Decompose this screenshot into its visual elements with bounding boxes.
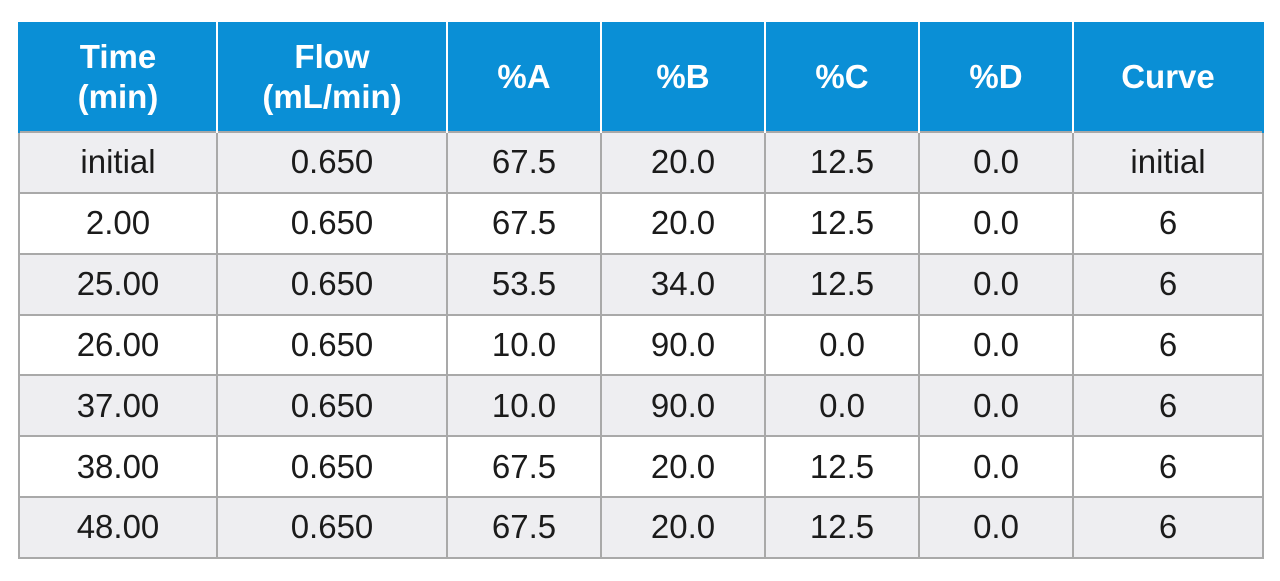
cell-percent-b: 20.0 — [600, 435, 766, 499]
table-header: Time (min) Flow (mL/min) %A %B %C %D — [18, 22, 1264, 132]
cell-percent-c: 12.5 — [764, 191, 920, 255]
cell-percent-a: 67.5 — [446, 435, 602, 499]
header-flow-line2: (mL/min) — [262, 77, 402, 115]
cell-percent-d: 0.0 — [918, 191, 1074, 255]
cell-percent-d: 0.0 — [918, 131, 1074, 194]
table-row: 37.00 0.650 10.0 90.0 0.0 0.0 6 — [18, 374, 1264, 438]
header-percent-b: %B — [600, 22, 766, 132]
header-percent-d-label: %D — [969, 57, 1023, 95]
header-flow: Flow (mL/min) — [216, 22, 448, 132]
table-body: initial 0.650 67.5 20.0 12.5 0.0 initial… — [18, 131, 1264, 559]
header-percent-c: %C — [764, 22, 920, 132]
cell-percent-d: 0.0 — [918, 252, 1074, 316]
table-row: 48.00 0.650 67.5 20.0 12.5 0.0 6 — [18, 496, 1264, 559]
header-percent-a: %A — [446, 22, 602, 132]
header-time-line2: (min) — [77, 77, 159, 115]
header-percent-b-label: %B — [656, 57, 710, 95]
cell-flow: 0.650 — [216, 252, 448, 316]
header-row: Time (min) Flow (mL/min) %A %B %C %D — [18, 22, 1264, 132]
cell-curve: initial — [1072, 131, 1264, 194]
cell-percent-b: 20.0 — [600, 131, 766, 194]
header-time: Time (min) — [18, 22, 218, 132]
header-flow-line1: Flow — [294, 37, 370, 75]
cell-time: 2.00 — [18, 191, 218, 255]
cell-percent-b: 90.0 — [600, 313, 766, 377]
cell-curve: 6 — [1072, 435, 1264, 499]
table-row: 2.00 0.650 67.5 20.0 12.5 0.0 6 — [18, 191, 1264, 255]
cell-percent-b: 90.0 — [600, 374, 766, 438]
cell-percent-d: 0.0 — [918, 374, 1074, 438]
header-percent-c-label: %C — [815, 57, 869, 95]
cell-percent-a: 67.5 — [446, 496, 602, 559]
header-percent-d: %D — [918, 22, 1074, 132]
cell-percent-d: 0.0 — [918, 313, 1074, 377]
cell-flow: 0.650 — [216, 374, 448, 438]
table-row: 26.00 0.650 10.0 90.0 0.0 0.0 6 — [18, 313, 1264, 377]
gradient-table-container: Time (min) Flow (mL/min) %A %B %C %D — [18, 22, 1264, 559]
cell-percent-b: 20.0 — [600, 496, 766, 559]
cell-percent-a: 10.0 — [446, 374, 602, 438]
cell-percent-c: 0.0 — [764, 374, 920, 438]
cell-percent-a: 67.5 — [446, 131, 602, 194]
cell-curve: 6 — [1072, 252, 1264, 316]
cell-percent-a: 67.5 — [446, 191, 602, 255]
cell-time: 38.00 — [18, 435, 218, 499]
cell-percent-b: 20.0 — [600, 191, 766, 255]
cell-flow: 0.650 — [216, 191, 448, 255]
cell-percent-c: 12.5 — [764, 131, 920, 194]
cell-time: initial — [18, 131, 218, 194]
cell-flow: 0.650 — [216, 435, 448, 499]
cell-percent-d: 0.0 — [918, 496, 1074, 559]
cell-percent-a: 53.5 — [446, 252, 602, 316]
table-row: initial 0.650 67.5 20.0 12.5 0.0 initial — [18, 131, 1264, 194]
table-row: 38.00 0.650 67.5 20.0 12.5 0.0 6 — [18, 435, 1264, 499]
gradient-table: Time (min) Flow (mL/min) %A %B %C %D — [18, 22, 1264, 559]
cell-percent-c: 0.0 — [764, 313, 920, 377]
cell-time: 48.00 — [18, 496, 218, 559]
cell-percent-a: 10.0 — [446, 313, 602, 377]
cell-time: 37.00 — [18, 374, 218, 438]
cell-percent-d: 0.0 — [918, 435, 1074, 499]
header-time-line1: Time — [79, 37, 157, 75]
cell-time: 25.00 — [18, 252, 218, 316]
cell-flow: 0.650 — [216, 131, 448, 194]
cell-flow: 0.650 — [216, 313, 448, 377]
cell-curve: 6 — [1072, 374, 1264, 438]
cell-curve: 6 — [1072, 496, 1264, 559]
cell-percent-c: 12.5 — [764, 435, 920, 499]
cell-percent-c: 12.5 — [764, 252, 920, 316]
cell-flow: 0.650 — [216, 496, 448, 559]
header-curve-label: Curve — [1121, 57, 1215, 95]
cell-time: 26.00 — [18, 313, 218, 377]
cell-curve: 6 — [1072, 313, 1264, 377]
cell-curve: 6 — [1072, 191, 1264, 255]
header-curve: Curve — [1072, 22, 1264, 132]
table-row: 25.00 0.650 53.5 34.0 12.5 0.0 6 — [18, 252, 1264, 316]
cell-percent-b: 34.0 — [600, 252, 766, 316]
header-percent-a-label: %A — [497, 57, 551, 95]
cell-percent-c: 12.5 — [764, 496, 920, 559]
